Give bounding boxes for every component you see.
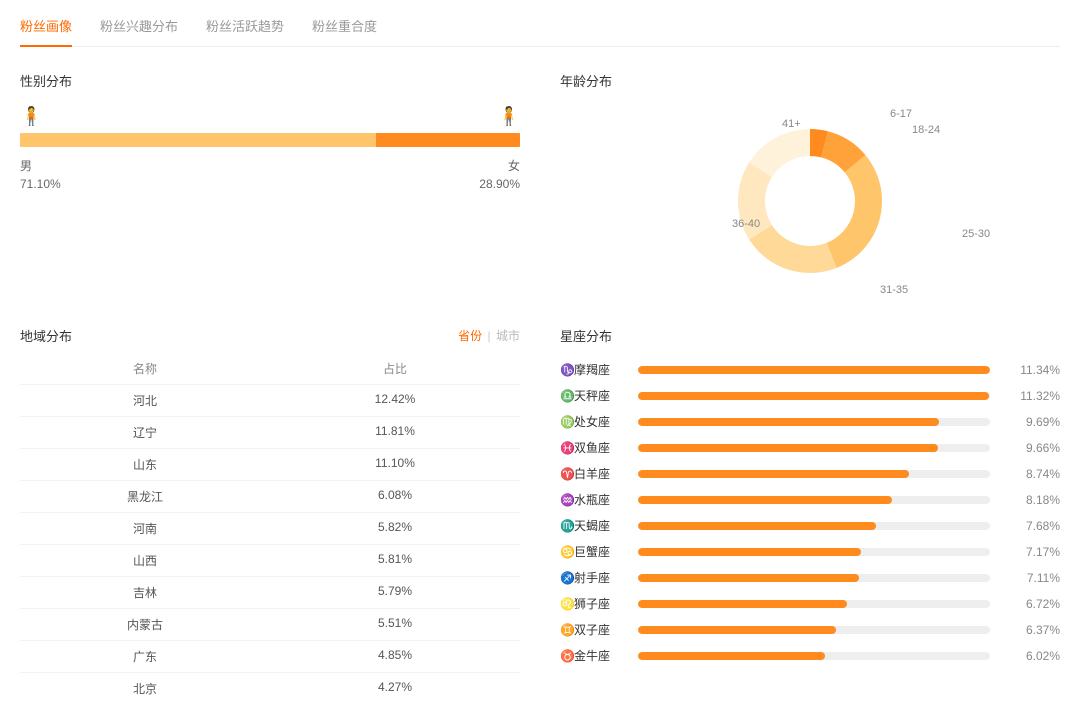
tab-0[interactable]: 粉丝画像 <box>20 12 72 47</box>
table-row: 山西5.81% <box>20 544 520 576</box>
zodiac-value: 6.37% <box>1000 623 1060 637</box>
zodiac-bar <box>638 392 990 400</box>
zodiac-name: ♋巨蟹座 <box>560 543 628 560</box>
zodiac-name: ♎天秤座 <box>560 387 628 404</box>
donut-label: 41+ <box>782 118 801 130</box>
male-icon: 🧍 <box>20 106 42 127</box>
gender-segment <box>20 133 376 147</box>
zodiac-value: 9.66% <box>1000 441 1060 455</box>
zodiac-name: ♉金牛座 <box>560 647 628 664</box>
region-section: 地域分布 省份 | 城市 名称 占比 河北12.42%辽宁11.81%山东11.… <box>20 326 520 704</box>
zodiac-name: ♈白羊座 <box>560 465 628 482</box>
zodiac-row: ♏天蝎座 7.68% <box>560 517 1060 534</box>
zodiac-row: ♊双子座 6.37% <box>560 621 1060 638</box>
zodiac-name: ♊双子座 <box>560 621 628 638</box>
zodiac-name: ♏天蝎座 <box>560 517 628 534</box>
gender-segment <box>376 133 521 147</box>
zodiac-value: 7.17% <box>1000 545 1060 559</box>
gender-title: 性别分布 <box>20 71 520 90</box>
donut-slice <box>827 155 882 268</box>
zodiac-name: ♒水瓶座 <box>560 491 628 508</box>
age-title: 年龄分布 <box>560 71 1060 90</box>
zodiac-name: ♌狮子座 <box>560 595 628 612</box>
zodiac-row: ♑摩羯座 11.34% <box>560 361 1060 378</box>
table-row: 辽宁11.81% <box>20 416 520 448</box>
region-head: 名称 占比 <box>20 353 520 384</box>
donut-label: 6-17 <box>890 108 912 120</box>
tab-2[interactable]: 粉丝活跃趋势 <box>206 12 284 46</box>
zodiac-value: 9.69% <box>1000 415 1060 429</box>
zodiac-row: ♌狮子座 6.72% <box>560 595 1060 612</box>
zodiac-bar <box>638 522 990 530</box>
donut-label: 25-30 <box>962 228 990 240</box>
tab-3[interactable]: 粉丝重合度 <box>312 12 377 46</box>
zodiac-name: ♍处女座 <box>560 413 628 430</box>
zodiac-bar <box>638 600 990 608</box>
zodiac-value: 11.34% <box>1000 363 1060 377</box>
donut-label: 36-40 <box>732 218 760 230</box>
zodiac-name: ♐射手座 <box>560 569 628 586</box>
table-row: 吉林5.79% <box>20 576 520 608</box>
table-row: 河南5.82% <box>20 512 520 544</box>
male-label: 男 71.10% <box>20 157 61 193</box>
zodiac-row: ♉金牛座 6.02% <box>560 647 1060 664</box>
table-row: 河北12.42% <box>20 384 520 416</box>
zodiac-section: 星座分布 ♑摩羯座 11.34% ♎天秤座 11.32% ♍处女座 9.69% ♓双鱼座 9.… <box>560 326 1060 704</box>
table-row: 黑龙江6.08% <box>20 480 520 512</box>
zodiac-bar <box>638 574 990 582</box>
toggle-province[interactable]: 省份 <box>458 329 482 343</box>
zodiac-bar <box>638 418 990 426</box>
zodiac-value: 8.18% <box>1000 493 1060 507</box>
table-row: 山东11.10% <box>20 448 520 480</box>
zodiac-name: ♓双鱼座 <box>560 439 628 456</box>
age-donut: 6-1718-24 25-30 31-35 36-40 41+ <box>560 106 1060 296</box>
region-table: 名称 占比 河北12.42%辽宁11.81%山东11.10%黑龙江6.08%河南… <box>20 353 520 704</box>
zodiac-bar <box>638 444 990 452</box>
zodiac-value: 7.68% <box>1000 519 1060 533</box>
region-toggle: 省份 | 城市 <box>458 327 520 344</box>
zodiac-row: ♍处女座 9.69% <box>560 413 1060 430</box>
donut-label: 18-24 <box>912 124 940 136</box>
zodiac-value: 7.11% <box>1000 571 1060 585</box>
zodiac-row: ♐射手座 7.11% <box>560 569 1060 586</box>
gender-bar <box>20 133 520 147</box>
female-label: 女 28.90% <box>479 157 520 193</box>
zodiac-row: ♈白羊座 8.74% <box>560 465 1060 482</box>
donut-label: 31-35 <box>880 284 908 296</box>
tabs: 粉丝画像粉丝兴趣分布粉丝活跃趋势粉丝重合度 <box>20 12 1060 47</box>
table-row: 北京4.27% <box>20 672 520 704</box>
zodiac-bar <box>638 626 990 634</box>
zodiac-value: 8.74% <box>1000 467 1060 481</box>
zodiac-bar <box>638 470 990 478</box>
age-section: 年龄分布 6-1718-24 25-30 31-35 36-40 41+ <box>560 71 1060 296</box>
zodiac-bar <box>638 496 990 504</box>
zodiac-bar <box>638 366 990 374</box>
table-row: 内蒙古5.51% <box>20 608 520 640</box>
toggle-city[interactable]: 城市 <box>496 329 520 343</box>
gender-section: 性别分布 🧍 🧍 男 71.10% 女 28.90% <box>20 71 520 296</box>
zodiac-value: 6.02% <box>1000 649 1060 663</box>
zodiac-row: ♎天秤座 11.32% <box>560 387 1060 404</box>
female-icon: 🧍 <box>498 106 520 127</box>
zodiac-row: ♓双鱼座 9.66% <box>560 439 1060 456</box>
zodiac-value: 11.32% <box>1000 389 1060 403</box>
table-row: 广东4.85% <box>20 640 520 672</box>
zodiac-bar <box>638 652 990 660</box>
zodiac-row: ♒水瓶座 8.18% <box>560 491 1060 508</box>
donut-slice <box>749 225 836 273</box>
zodiac-title: 星座分布 <box>560 326 1060 345</box>
zodiac-name: ♑摩羯座 <box>560 361 628 378</box>
zodiac-row: ♋巨蟹座 7.17% <box>560 543 1060 560</box>
tab-1[interactable]: 粉丝兴趣分布 <box>100 12 178 46</box>
zodiac-bar <box>638 548 990 556</box>
zodiac-value: 6.72% <box>1000 597 1060 611</box>
region-title: 地域分布 <box>20 326 72 345</box>
